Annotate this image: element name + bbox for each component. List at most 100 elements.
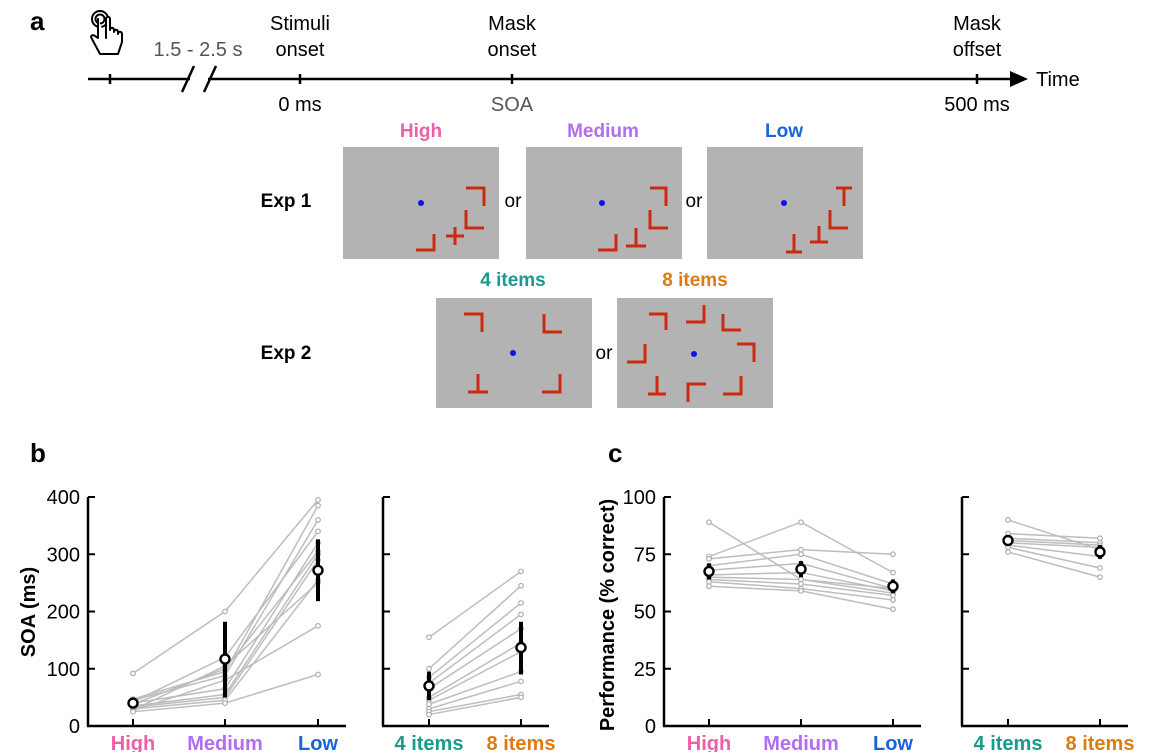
x-category-label: 4 items [974,733,1043,752]
mean-point [1094,546,1106,558]
subject-point [890,551,896,558]
subject-point [315,497,321,503]
hand-pointer-icon [90,10,123,55]
stimuli-onset-label-2: onset [276,39,325,61]
c-y-axis-label: Performance (% correct) [597,499,619,731]
subject-point [518,568,524,575]
mask-onset-label-1: Mask [488,13,537,35]
target-t [648,376,666,396]
mean-point [127,697,139,709]
subject-line [428,696,522,716]
y-tick-label: 75 [634,544,656,566]
exp2-4-items [464,312,562,394]
panel-letter-b: b [30,438,46,468]
exp2-8-items [627,305,756,402]
subject-point [315,528,321,535]
mean-point [887,580,899,593]
subject-point [798,581,804,587]
exp1-condition-medium: Medium [567,121,639,142]
mean-point [795,563,807,575]
mask-onset-label-2: onset [488,39,537,61]
subject-point [1097,574,1103,581]
exp2-label: Exp 2 [261,343,312,364]
target-t [626,228,646,248]
subject-point [798,551,804,558]
panel-letter-a: a [30,6,45,36]
subject-point [798,519,804,526]
subject-line [1007,539,1101,546]
axis-break-mark-right [202,65,218,93]
subject-point [890,569,896,576]
x-category-label: High [687,733,731,752]
exp2-condition-4-items: 4 items [480,270,545,291]
exp1-high-items [416,186,486,252]
subject-line [428,670,522,705]
y-tick-label: 100 [623,487,656,509]
time-axis-label: Time [1036,69,1080,91]
subject-line [1007,532,1101,539]
subject-point [706,578,712,585]
target-l [648,210,668,230]
x-category-label: Medium [763,733,839,752]
exp1-or-1: or [505,191,523,212]
y-tick-label: 400 [47,487,80,509]
subject-point [706,555,712,562]
mean-point [1002,534,1014,547]
target-t [810,226,828,244]
mean-point [219,653,231,665]
target-t [468,374,488,394]
subject-point [518,600,524,606]
exp1-condition-high: High [400,121,442,142]
mask-offset-label-1: Mask [953,13,1002,35]
y-tick-label: 300 [47,544,80,566]
subject-point [315,671,321,678]
subject-point [1005,549,1011,555]
t0-label: 0 ms [278,94,321,116]
x-category-label: 8 items [1066,733,1135,752]
subject-line [428,642,522,699]
subject-line [428,628,522,690]
fixation-dot [781,200,787,206]
x-category-label: Low [298,733,338,752]
x-category-label: High [111,733,155,752]
y-tick-label: 200 [47,602,80,624]
subject-point [130,670,136,677]
subject-point [518,611,524,618]
exp1-medium-items [598,186,668,252]
subject-point [222,608,228,615]
fixation-dot [510,350,516,356]
subject-point [1005,517,1011,523]
target-l [686,305,706,324]
subject-point [518,694,524,701]
y-tick-label: 50 [634,602,656,624]
interval-label: 1.5 - 2.5 s [154,39,243,61]
subject-point [706,519,712,526]
target-cross [446,227,464,245]
fixation-dot [418,200,424,206]
exp1-low-items [781,186,852,254]
chart-c-left: 0 25 50 75 100 High Medium Low [623,487,921,752]
subject-line [428,570,522,638]
timeline [88,65,1028,93]
subject-line [428,680,522,710]
exp1-or-2: or [686,191,704,212]
subject-point [222,700,228,706]
subject-point [798,588,804,594]
exp1-condition-low: Low [765,121,803,142]
t-end-label: 500 ms [944,94,1010,116]
mean-point [423,680,435,692]
fixation-dot [691,351,697,357]
target-l [721,314,741,332]
subject-point [518,678,524,685]
subject-line [428,613,522,684]
subject-line [1007,551,1101,578]
chart-c-right: 4 items 8 items [960,496,1135,752]
subject-point [890,597,896,603]
x-category-label: 8 items [487,733,556,752]
subject-line [1007,537,1101,544]
subject-point [1097,565,1103,571]
target-l [542,314,562,334]
target-l [828,210,848,230]
subject-point [426,711,432,718]
exp2-condition-8-items: 8 items [662,270,727,291]
